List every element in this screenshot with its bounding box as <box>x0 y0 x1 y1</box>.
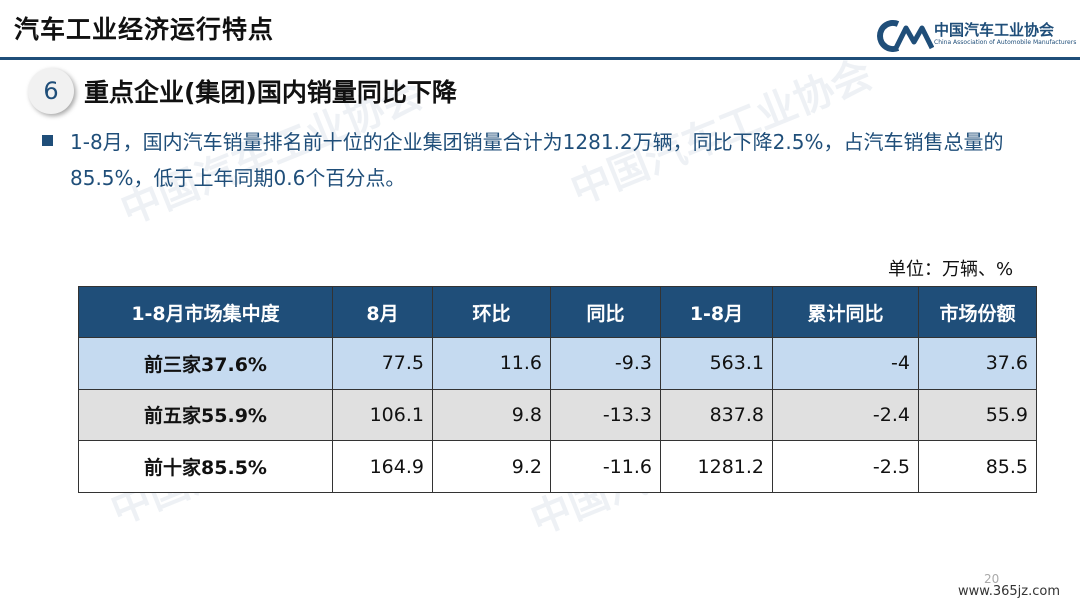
table-cell: 55.9 <box>918 388 1037 442</box>
unit-label: 单位：万辆、% <box>888 259 1014 280</box>
column-header: 累计同比 <box>772 286 919 338</box>
table-row: 前三家37.6% 77.5 11.6 -9.3 563.1 -4 37.6 <box>78 337 1037 390</box>
column-header: 1-8月 <box>660 286 773 338</box>
column-header: 1-8月市场集中度 <box>78 286 333 338</box>
column-header: 同比 <box>550 286 661 338</box>
table-row: 前十家85.5% 164.9 9.2 -11.6 1281.2 -2.5 85.… <box>78 440 1037 493</box>
table-cell: 837.8 <box>660 388 773 442</box>
table-cell: -2.4 <box>772 388 919 442</box>
concentration-table: 1-8月市场集中度 8月 环比 同比 1-8月 累计同比 市场份额 前三家37.… <box>78 286 1037 493</box>
table-cell: 9.2 <box>432 440 551 493</box>
table-cell: 77.5 <box>332 337 433 390</box>
column-header: 环比 <box>432 286 551 338</box>
logo-name-cn: 中国汽车工业协会 <box>934 21 1055 39</box>
table-cell: 11.6 <box>432 337 551 390</box>
section-number: 6 <box>28 68 74 114</box>
row-label: 前十家85.5% <box>78 440 333 493</box>
table-cell: -2.5 <box>772 440 919 493</box>
table-cell: -4 <box>772 337 919 390</box>
bullet-square-icon <box>42 135 53 146</box>
table-cell: 563.1 <box>660 337 773 390</box>
column-header: 8月 <box>332 286 433 338</box>
table-row: 前五家55.9% 106.1 9.8 -13.3 837.8 -2.4 55.9 <box>78 388 1037 442</box>
table-cell: 1281.2 <box>660 440 773 493</box>
summary-paragraph: 1-8月，国内汽车销量排名前十位的企业集团销量合计为1281.2万辆，同比下降2… <box>70 130 1004 190</box>
page-title: 汽车工业经济运行特点 <box>14 15 275 44</box>
row-label: 前五家55.9% <box>78 388 333 442</box>
page-number: 20 <box>984 572 1000 586</box>
table-cell: 106.1 <box>332 388 433 442</box>
table-cell: -11.6 <box>550 440 661 493</box>
logo-name-en: China Association of Automobile Manufact… <box>934 39 1077 46</box>
column-header: 市场份额 <box>918 286 1037 338</box>
site-watermark-text: www.365jz.com <box>958 584 1060 599</box>
table-header-row: 1-8月市场集中度 8月 环比 同比 1-8月 累计同比 市场份额 <box>78 286 1037 338</box>
title-divider <box>0 57 1080 60</box>
caam-logo: 中国汽车工业协会 China Association of Automobile… <box>876 18 1076 52</box>
section-title: 重点企业(集团)国内销量同比下降 <box>84 78 457 107</box>
caam-logo-icon <box>877 20 934 52</box>
table-cell: 85.5 <box>918 440 1037 493</box>
table-cell: -9.3 <box>550 337 661 390</box>
table-cell: 37.6 <box>918 337 1037 390</box>
row-label: 前三家37.6% <box>78 337 333 390</box>
table-cell: 164.9 <box>332 440 433 493</box>
table-cell: -13.3 <box>550 388 661 442</box>
table-cell: 9.8 <box>432 388 551 442</box>
